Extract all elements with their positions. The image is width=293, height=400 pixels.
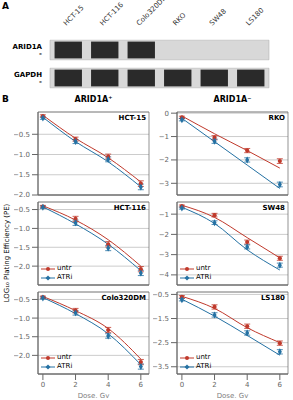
- html-text:ATRi: ATRi: [196, 273, 212, 281]
- svg-text:−1: −1: [159, 133, 169, 141]
- svg-text:0: 0: [41, 381, 45, 389]
- html-text:B: B: [2, 94, 9, 104]
- svg-text:4: 4: [106, 381, 111, 389]
- html-text:LOG₁₀ Plating Efficiency (PE): LOG₁₀ Plating Efficiency (PE): [3, 203, 11, 303]
- html-text:RKO: RKO: [268, 114, 285, 122]
- svg-text:Dose, Gy: Dose, Gy: [78, 392, 110, 398]
- html-text:HCT-15: HCT-15: [118, 114, 146, 122]
- svg-text:−4: −4: [159, 271, 170, 279]
- svg-text:GAPDH-: GAPDH-: [14, 71, 42, 86]
- svg-text:−0.5: −0.5: [14, 206, 30, 214]
- svg-text:Colo320DM: Colo320DM: [135, 0, 169, 27]
- svg-text:−2.0: −2.0: [14, 191, 30, 198]
- svg-text:−2: −2: [159, 156, 169, 164]
- svg-text:−3: −3: [159, 251, 169, 259]
- html-text:untr: untr: [57, 353, 72, 361]
- html-text:HCT-116: HCT-116: [113, 204, 146, 212]
- html-text:LS180: LS180: [260, 294, 285, 302]
- svg-text:−2: −2: [159, 231, 169, 239]
- svg-text:−1.5: −1.5: [153, 315, 169, 323]
- svg-text:HCT-116: HCT-116: [99, 0, 126, 27]
- html-text:ATRi: ATRi: [196, 362, 212, 370]
- svg-text:−0.5: −0.5: [153, 291, 169, 299]
- svg-text:2: 2: [73, 381, 77, 389]
- svg-text:−1.0: −1.0: [14, 315, 30, 323]
- html-text:ATRi: ATRi: [57, 273, 73, 281]
- svg-text:−0.5: −0.5: [14, 296, 30, 304]
- svg-text:LS180: LS180: [245, 6, 266, 27]
- svg-text:−3: −3: [159, 180, 169, 188]
- svg-text:−2.5: −2.5: [153, 339, 169, 347]
- svg-text:4: 4: [245, 381, 250, 389]
- html-text:SW48: SW48: [262, 204, 285, 212]
- svg-text:6: 6: [278, 381, 283, 389]
- svg-text:−1.0: −1.0: [14, 151, 30, 159]
- svg-text:RKO: RKO: [172, 11, 188, 27]
- svg-text:−0.5: −0.5: [14, 131, 30, 139]
- svg-text:−2.0: −2.0: [14, 352, 30, 360]
- svg-text:−1.5: −1.5: [14, 244, 30, 252]
- svg-text:ARID1A-: ARID1A-: [12, 43, 42, 58]
- svg-text:2: 2: [212, 381, 216, 389]
- html-text:untr: untr: [57, 264, 72, 272]
- html-text:Colo320DM: Colo320DM: [101, 294, 146, 302]
- html-text:untr: untr: [196, 264, 211, 272]
- svg-text:−1.5: −1.5: [14, 171, 30, 179]
- html-text:ARID1A⁻: ARID1A⁻: [213, 95, 252, 104]
- svg-text:Dose, Gy: Dose, Gy: [217, 392, 249, 398]
- svg-text:0: 0: [180, 381, 184, 389]
- svg-text:SW48: SW48: [208, 7, 228, 27]
- svg-text:−1.5: −1.5: [14, 333, 30, 341]
- html-text:A: A: [2, 1, 9, 11]
- svg-text:−1.0: −1.0: [14, 225, 30, 233]
- svg-text:0: 0: [165, 110, 169, 118]
- svg-text:HCT-15: HCT-15: [62, 4, 85, 27]
- svg-text:−2.0: −2.0: [14, 263, 30, 271]
- html-text:ARID1A⁺: ARID1A⁺: [74, 95, 113, 104]
- svg-text:−1: −1: [159, 211, 169, 219]
- svg-text:6: 6: [139, 381, 144, 389]
- svg-text:−3.5: −3.5: [153, 363, 169, 371]
- html-text:ATRi: ATRi: [57, 362, 73, 370]
- html-text:untr: untr: [196, 353, 211, 361]
